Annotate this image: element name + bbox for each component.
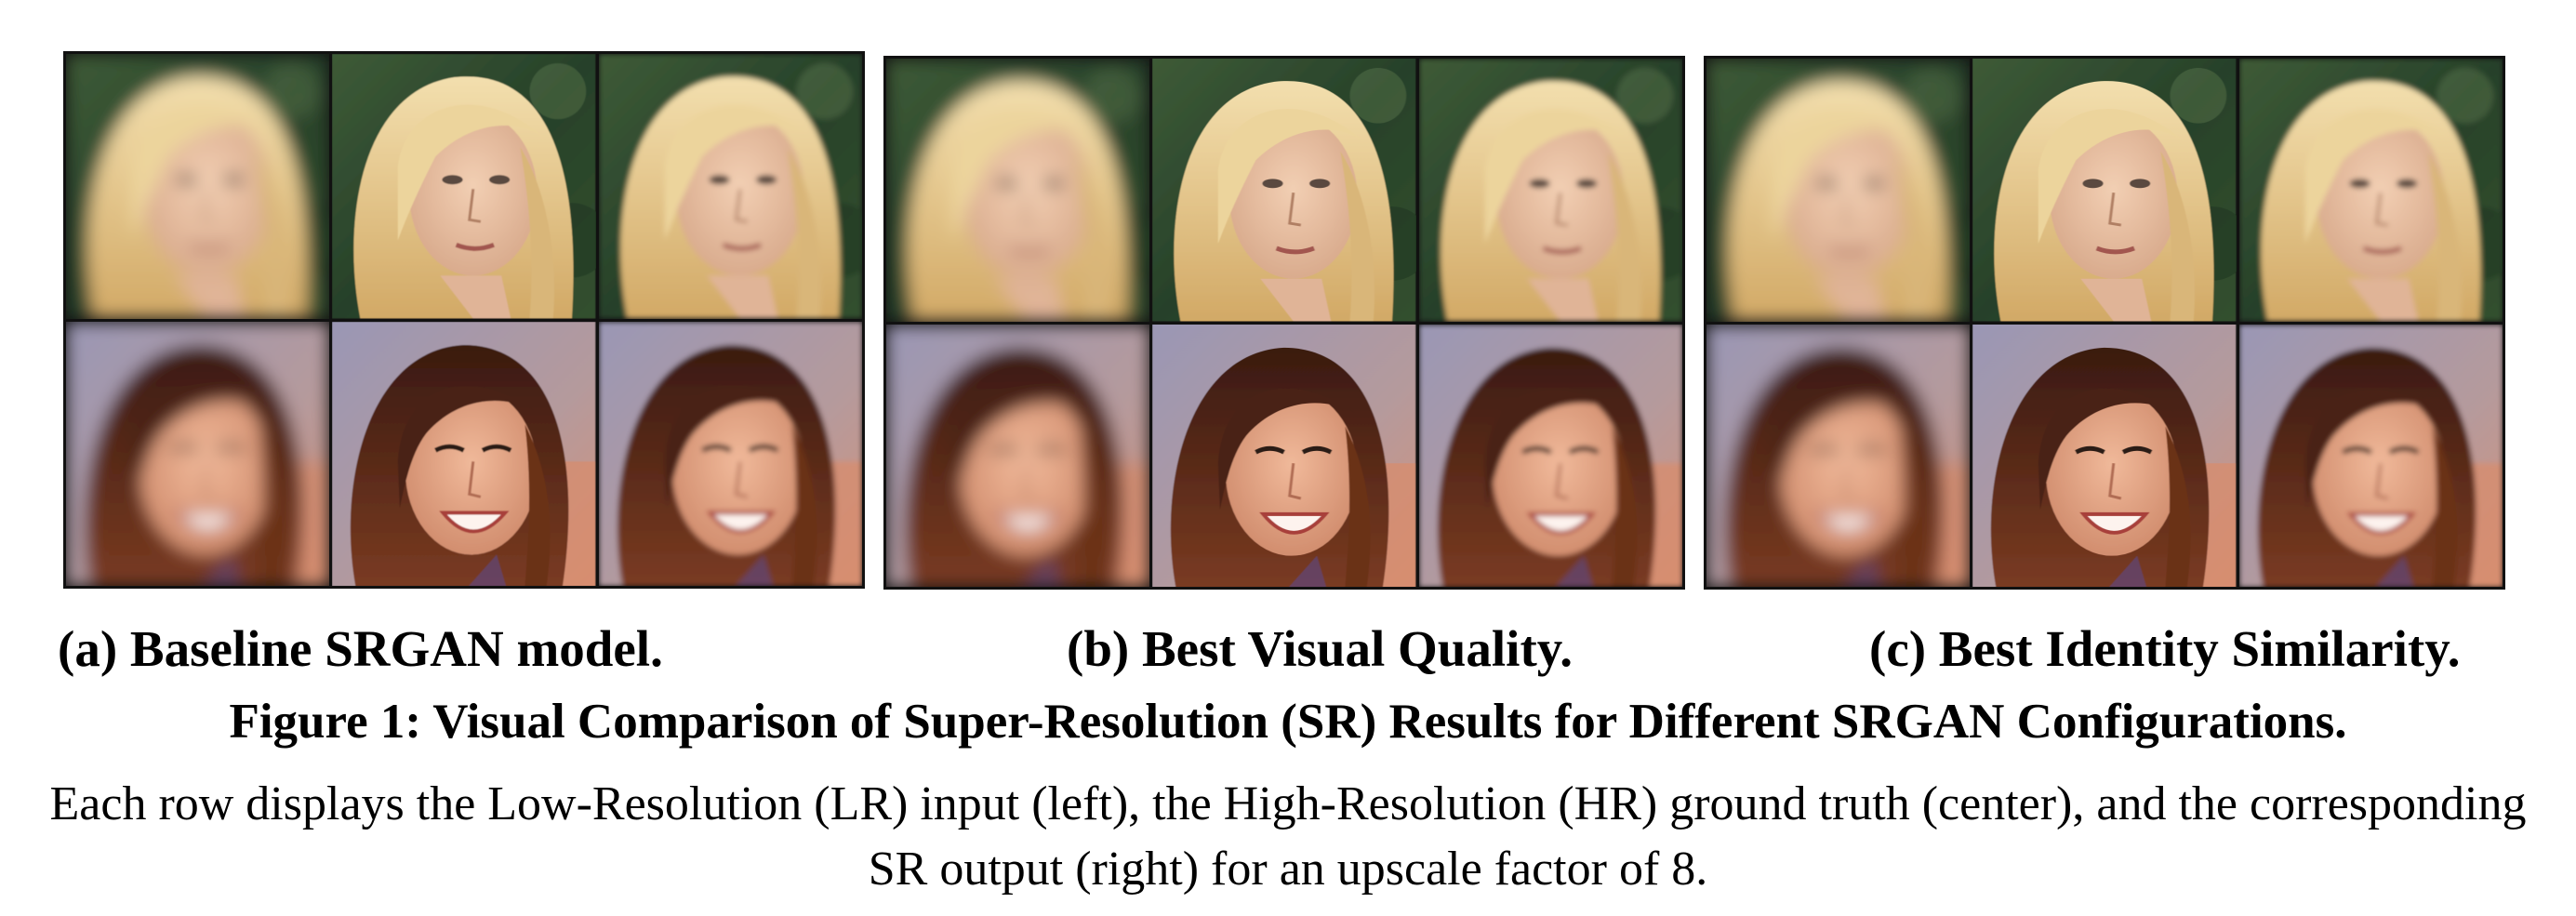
row1-lr-image [1706, 59, 1970, 322]
panel-b-image-grid [883, 56, 1685, 590]
figure-title: Figure 1: Visual Comparison of Super-Res… [229, 695, 2347, 749]
subfigure-caption-b: (b) Best Visual Quality. [1067, 620, 1573, 677]
figure-description: Each row displays the Low-Resolution (LR… [49, 777, 2527, 896]
row2-sr-image [1419, 325, 1682, 588]
row2-hr-image [1972, 325, 2236, 588]
row2-lr-image [1706, 325, 1970, 588]
subfigure-caption-a: (a) Baseline SRGAN model. [58, 620, 663, 677]
row1-hr-image [332, 54, 595, 319]
row1-sr-image [2239, 59, 2503, 322]
panel-c-image-grid [1704, 56, 2505, 590]
row2-sr-image [2239, 325, 2503, 588]
row1-sr-image [599, 54, 862, 319]
subfigure-caption-c: (c) Best Identity Similarity. [1869, 620, 2461, 677]
row1-hr-image [1972, 59, 2236, 322]
row1-hr-image [1152, 59, 1415, 322]
row1-lr-image [66, 54, 329, 319]
row2-hr-image [1152, 325, 1415, 588]
row2-hr-image [332, 322, 595, 587]
row1-sr-image [1419, 59, 1682, 322]
row2-lr-image [886, 325, 1149, 588]
row1-lr-image [886, 59, 1149, 322]
row2-lr-image [66, 322, 329, 587]
row2-sr-image [599, 322, 862, 587]
panel-a-image-grid [63, 51, 865, 589]
